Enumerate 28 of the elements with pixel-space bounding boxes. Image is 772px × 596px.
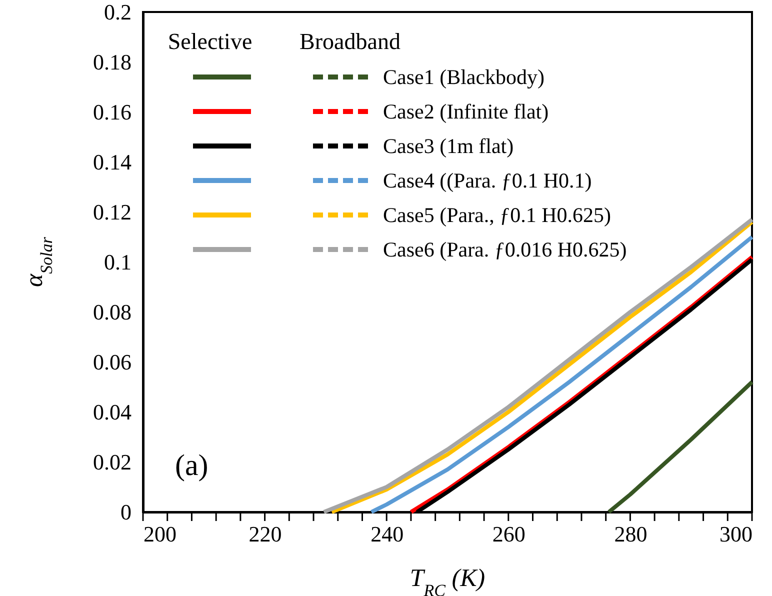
- x-tick-label: 200: [144, 522, 176, 546]
- annotation: (a): [175, 449, 208, 482]
- x-tick-label: 220: [248, 522, 282, 546]
- y-tick-label: 0.18: [93, 50, 132, 74]
- legend-label: Case6 (Para. ƒ0.016 H0.625): [383, 238, 627, 262]
- y-tick-label: 0.2: [104, 0, 132, 24]
- legend-label: Case2 (Infinite flat): [383, 100, 549, 124]
- line-series: [606, 380, 754, 514]
- legend-label: Case4 ((Para. ƒ0.1 H0.1): [383, 168, 592, 192]
- annotation: Selective: [168, 29, 252, 54]
- y-tick-label: 0.14: [93, 150, 132, 174]
- x-tick-label: 260: [492, 522, 526, 546]
- y-tick-label: 0.08: [93, 300, 132, 324]
- y-tick-label: 0.16: [93, 100, 132, 124]
- y-tick-label: 0.12: [93, 200, 132, 224]
- x-tick-label: 280: [614, 522, 648, 546]
- y-tick-label: 0.1: [104, 250, 132, 274]
- annotation: Broadband: [300, 29, 401, 54]
- legend-label: Case1 (Blackbody): [383, 65, 545, 89]
- y-tick-label: 0.04: [93, 400, 132, 424]
- x-tick-label: 300: [720, 522, 752, 546]
- legend-label: Case3 (1m flat): [383, 134, 514, 158]
- x-tick-label: 240: [370, 522, 404, 546]
- legend-label: Case5 (Para., ƒ0.1 H0.625): [383, 203, 612, 227]
- y-tick-label: 0.06: [93, 350, 132, 374]
- x-axis-title: T$_{RC}$ (K): [410, 565, 486, 596]
- y-tick-label: 0.02: [93, 450, 132, 474]
- y-tick-label: 0: [120, 500, 132, 524]
